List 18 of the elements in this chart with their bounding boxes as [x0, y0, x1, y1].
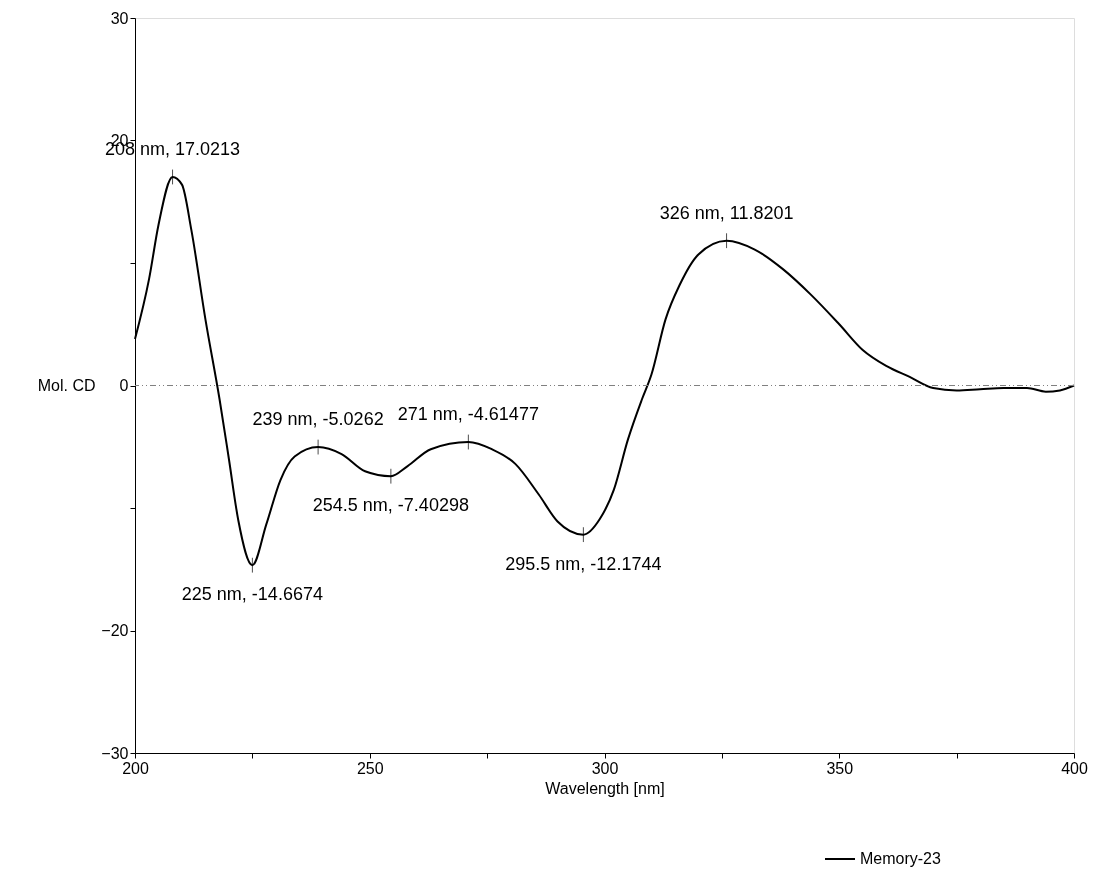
x-axis-title: Wavelength [nm] [545, 779, 665, 797]
x-tick-label: 300 [591, 759, 619, 777]
legend-label: Memory-23 [860, 850, 942, 867]
x-tick-label: 200 [122, 759, 149, 777]
x-tick-label: 400 [1061, 759, 1088, 777]
annotation: 271 nm, -4.61477 [397, 404, 539, 425]
x-tick-label: 350 [826, 759, 854, 777]
y-tick-label: −30 [101, 744, 129, 762]
y-tick-label: 0 [119, 377, 129, 394]
y-axis-title: Mol. CD [37, 377, 96, 394]
annotation: 326 nm, 11.8201 [659, 202, 794, 223]
annotation: 295.5 nm, -12.1744 [505, 553, 662, 574]
annotation: 225 nm, -14.6674 [181, 584, 323, 605]
y-tick-label: −20 [101, 622, 129, 639]
y-tick-label: 30 [110, 9, 129, 27]
x-tick-label: 250 [356, 759, 384, 777]
annotation: 254.5 nm, -7.40298 [312, 495, 469, 516]
annotation: 239 nm, -5.0262 [252, 409, 384, 430]
